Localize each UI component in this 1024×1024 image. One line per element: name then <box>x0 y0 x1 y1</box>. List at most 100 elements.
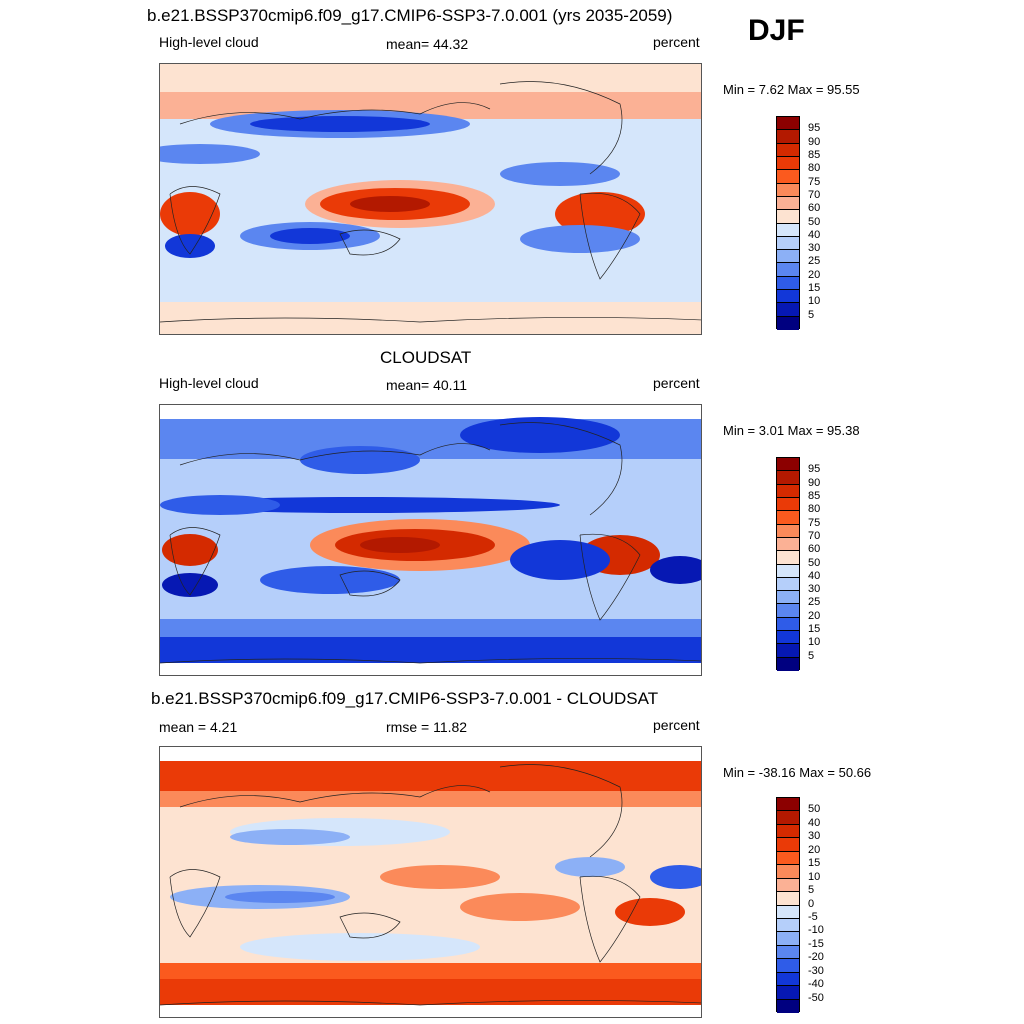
colorbar-tick-label: -30 <box>808 964 824 977</box>
panel1-minmax: Min = 7.62 Max = 95.55 <box>723 82 860 97</box>
coastline-north-america <box>499 764 623 858</box>
colorbar-tick-label: 70 <box>808 188 821 201</box>
panel2-mean-label: mean= 40.11 <box>386 377 468 393</box>
north-blank <box>160 405 701 419</box>
colorbar-tick-label: 70 <box>808 529 821 542</box>
colorbar-tick-label: -15 <box>808 937 824 950</box>
coastline-south-america <box>579 533 641 621</box>
north-atlantic-blue <box>500 162 620 186</box>
south-pacific-light-red <box>460 893 580 921</box>
colorbar-segment <box>777 577 799 592</box>
colorbar-tick-label: 15 <box>808 623 821 636</box>
colorbar-segment <box>777 959 799 973</box>
coastline-australia <box>339 229 401 256</box>
panel1-mean-label: mean= 44.32 <box>386 36 469 52</box>
coastline-australia <box>339 912 401 939</box>
colorbar-segment <box>777 196 799 211</box>
colorbar-tick-label: 50 <box>808 215 821 228</box>
colorbar-segment <box>777 892 799 906</box>
panel3-title: b.e21.BSSP370cmip6.f09_g17.CMIP6-SSP3-7.… <box>151 689 659 708</box>
colorbar-segment <box>777 156 799 171</box>
west-dark-band <box>160 495 280 515</box>
colorbar-segment <box>777 591 799 605</box>
panel3-mean-label: mean = 4.21 <box>159 719 238 735</box>
colorbar-tick-label: 85 <box>808 489 821 502</box>
colorbar-tick-label: 80 <box>808 503 821 516</box>
colorbar-segment <box>777 617 799 632</box>
colorbar-segment <box>777 537 799 552</box>
colorbar-segment <box>777 657 799 671</box>
panel3-map <box>159 746 702 1018</box>
colorbar-tick-label: -40 <box>808 978 824 991</box>
colorbar-tick-label: 50 <box>808 803 821 816</box>
coastline-north <box>179 785 491 808</box>
colorbar-tick-label: -50 <box>808 991 824 1004</box>
colorbar-segment <box>777 276 799 291</box>
panel3-units-label: percent <box>653 717 700 733</box>
mid-lat-blue <box>230 829 350 845</box>
colorbar-segment <box>777 851 799 866</box>
colorbar-tick-label: 75 <box>808 175 821 188</box>
tropics-core <box>360 537 440 553</box>
season-label: DJF <box>748 14 805 47</box>
colorbar-segment <box>777 316 799 330</box>
coastline-australia <box>339 570 401 597</box>
colorbar-tick-label: 25 <box>808 596 821 609</box>
south-atlantic-red <box>615 898 685 926</box>
coastline-africa <box>169 527 221 596</box>
arctic-red <box>160 761 701 791</box>
colorbar-segment <box>777 511 799 525</box>
coastline-antarctica <box>160 1000 701 1006</box>
colorbar-segment <box>777 631 799 645</box>
panel1-map-svg <box>160 64 701 334</box>
colorbar-segment <box>777 143 799 157</box>
colorbar-segment <box>777 484 799 498</box>
colorbar-tick-label: 90 <box>808 135 821 148</box>
colorbar-tick-label: 0 <box>808 897 815 910</box>
colorbar-tick-label: 5 <box>808 308 815 321</box>
panel1-colorbar <box>776 116 800 330</box>
colorbar-tick-label: 30 <box>808 583 821 596</box>
colorbar-tick-label: 25 <box>808 255 821 268</box>
colorbar-segment <box>777 986 799 1000</box>
colorbar-segment <box>777 524 799 538</box>
arctic-dark <box>460 417 620 453</box>
arctic-light-red <box>160 791 701 807</box>
colorbar-segment <box>777 564 799 578</box>
colorbar-tick-label: 15 <box>808 857 821 870</box>
colorbar-segment <box>777 130 799 144</box>
colorbar-segment <box>777 838 799 852</box>
colorbar-segment <box>777 183 799 197</box>
southwest-dark <box>162 573 218 597</box>
coastline-antarctica <box>160 317 701 323</box>
colorbar-tick-label: 30 <box>808 242 821 255</box>
panel2-left-label: High-level cloud <box>159 375 259 391</box>
south-pacific-dark <box>510 540 610 580</box>
coastline-north-america <box>499 81 623 175</box>
southwest-dark <box>165 234 215 258</box>
north-blank <box>160 747 701 761</box>
panel3-rmse-label: rmse = 11.82 <box>386 719 468 735</box>
colorbar-segment <box>777 263 799 277</box>
colorbar-tick-label: 95 <box>808 463 821 476</box>
colorbar-segment <box>777 999 799 1013</box>
colorbar-tick-label: -5 <box>808 910 818 923</box>
southern-light-blue <box>240 933 480 961</box>
panel3-minmax: Min = -38.16 Max = 50.66 <box>723 765 872 780</box>
colorbar-tick-label: 60 <box>808 543 821 556</box>
colorbar-tick-label: -10 <box>808 924 824 937</box>
colorbar-tick-label: 40 <box>808 228 821 241</box>
colorbar-tick-label: 15 <box>808 282 821 295</box>
south-atlantic-blue <box>520 225 640 253</box>
south-atlantic-dark <box>650 556 701 584</box>
coastline-south-america <box>579 192 641 280</box>
colorbar-tick-label: 10 <box>808 870 821 883</box>
colorbar-segment <box>777 223 799 237</box>
south-blank <box>160 663 701 675</box>
colorbar-segment <box>777 905 799 919</box>
colorbar-segment <box>777 798 799 812</box>
colorbar-segment <box>777 170 799 184</box>
colorbar-tick-label: 30 <box>808 830 821 843</box>
panel2-map <box>159 404 702 676</box>
colorbar-segment <box>777 824 799 839</box>
